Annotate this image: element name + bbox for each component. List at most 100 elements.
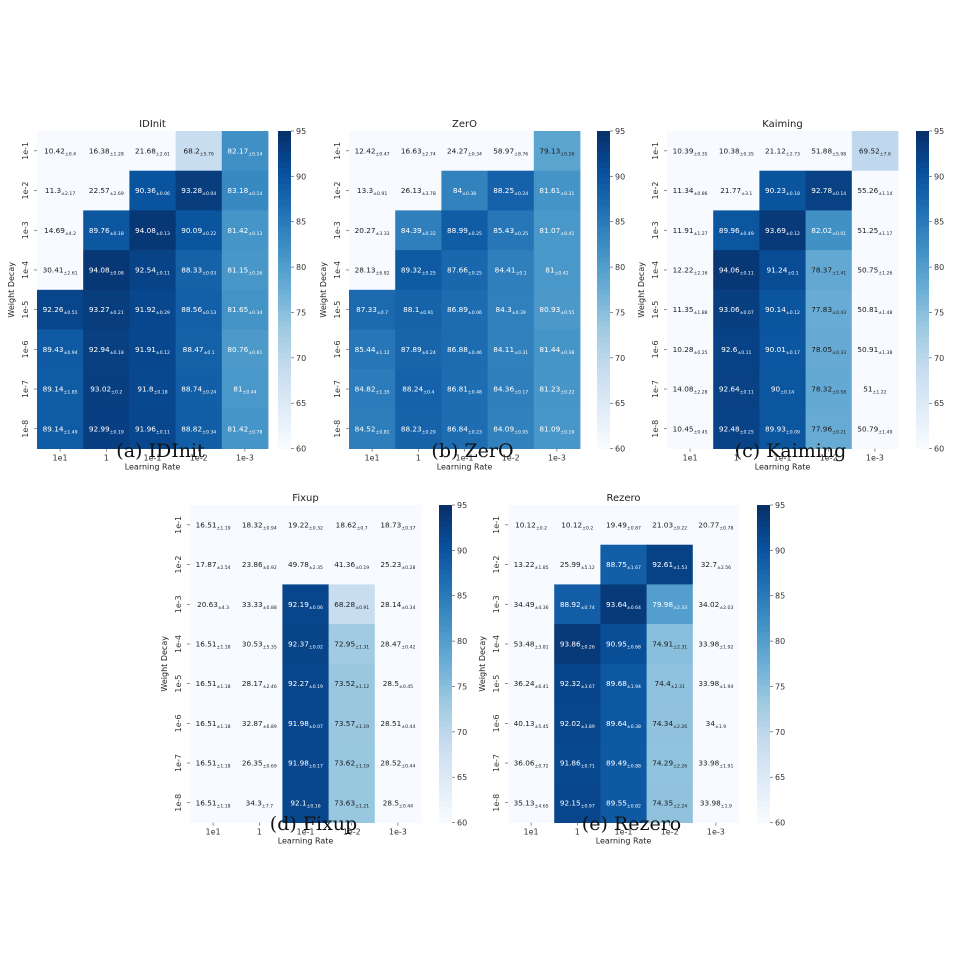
colorbar-segment [278, 395, 291, 402]
cell-mean: 74.34 [652, 719, 673, 728]
cell-value: 50.79±1.49 [857, 424, 892, 435]
cell-mean: 91.96 [135, 424, 156, 433]
cell-value: 20.63±4.3 [197, 600, 229, 611]
heatmap-cell [554, 663, 601, 704]
colorbar-segment [757, 605, 770, 612]
cell-mean: 18.73 [380, 520, 401, 529]
colorbar-segment [916, 168, 929, 174]
cell-std: ±0.22 [202, 231, 216, 237]
cell-std: ±1.22 [873, 390, 887, 396]
cell-mean: 81.44 [539, 345, 560, 354]
heatmap-cell [236, 624, 283, 665]
colorbar-segment [278, 411, 291, 418]
cell-value: 79.13±0.26 [539, 146, 574, 157]
colorbar-segment [278, 152, 291, 159]
cell-mean: 55.26 [857, 186, 878, 195]
cell-std: ±0.11 [156, 429, 170, 435]
x-tick-label: 1e-2 [661, 828, 679, 837]
cell-value: 68.2±5.79 [184, 146, 214, 157]
x-tick-label: 1 [416, 454, 421, 463]
heatmap-cell [129, 210, 176, 251]
y-tick-label: 1e-2 [651, 182, 660, 200]
heatmap-cell [441, 210, 488, 251]
colorbar-segment [439, 706, 452, 713]
heatmap-cell [667, 369, 714, 410]
cell-mean: 49.78 [288, 560, 309, 569]
colorbar-segment [916, 416, 929, 423]
colorbar-segment [757, 737, 770, 744]
colorbar-segment [439, 759, 452, 765]
colorbar-segment [278, 379, 291, 386]
colorbar-segment [439, 737, 452, 744]
cell-value: 84.3±0.39 [496, 305, 526, 316]
heatmap-cell [282, 624, 329, 665]
cell-mean: 16.51 [196, 639, 217, 648]
cell-value: 84.39±0.32 [401, 226, 436, 237]
cell-std: ±0.24 [422, 350, 436, 356]
colorbar-segment [757, 616, 770, 623]
cell-value: 85.44±1.12 [355, 345, 390, 356]
colorbar-segment [597, 162, 610, 169]
cell-std: ±1.92 [719, 644, 733, 650]
cell-value: 78.05±0.33 [811, 345, 846, 356]
heatmap-cell [646, 624, 694, 665]
heatmap-cell [554, 544, 601, 585]
cell-value: 92.94±0.18 [89, 345, 124, 356]
colorbar-segment [916, 358, 929, 365]
colorbar-segment [278, 242, 291, 249]
colorbar-segment [278, 226, 291, 233]
cell-value: 16.51±1.19 [196, 520, 231, 531]
colorbar-segment [439, 505, 452, 511]
cell-std: ±2.61 [156, 151, 170, 157]
cell-std: ±4.36 [535, 605, 549, 611]
cell-std: ±2.26 [673, 724, 687, 730]
cell-value: 92.6±0.11 [721, 345, 751, 356]
cell-mean: 86.89 [447, 305, 468, 314]
heatmap-cell [600, 782, 647, 823]
heatmap-cell [175, 369, 223, 410]
heatmap-cell [851, 210, 899, 251]
heatmap-cell [395, 131, 442, 172]
colorbar-segment [278, 300, 291, 307]
cell-value: 81.23±0.22 [539, 385, 574, 396]
cell-mean: 92.32 [560, 679, 581, 688]
cell-value: 28.13±6.82 [355, 265, 390, 276]
colorbar-segment [597, 284, 610, 291]
cell-value: 40.13±5.45 [514, 719, 549, 730]
colorbar-tick-label: 85 [775, 592, 785, 601]
cell-value: 16.51±1.18 [196, 679, 231, 690]
cell-value: 24.27±0.34 [447, 146, 482, 157]
cell-mean: 91.24 [766, 265, 787, 274]
heatmap-cell [533, 289, 581, 330]
x-tick-label: 1e1 [206, 828, 221, 837]
heatmap-cell [487, 408, 535, 449]
cell-std: ±3.89 [581, 724, 595, 730]
heatmap-cell [667, 170, 714, 211]
colorbar-tick-label: 70 [296, 354, 306, 363]
colorbar-segment [597, 242, 610, 249]
cell-std: ±6.89 [263, 724, 277, 730]
cell-mean: 28.52 [380, 759, 401, 768]
colorbar-segment [278, 305, 291, 312]
colorbar-segment [439, 616, 452, 623]
heatmap-cell [190, 544, 237, 585]
cell-value: 90±0.14 [771, 385, 794, 396]
cell-value: 92.1±0.16 [290, 798, 320, 809]
cell-std: ±2.03 [719, 605, 733, 611]
heatmap-cell [175, 170, 223, 211]
heatmap-cell [713, 170, 760, 211]
cell-value: 55.26±1.14 [857, 186, 892, 197]
heatmap-cell [692, 505, 740, 546]
cell-mean: 93.28 [181, 186, 202, 195]
cell-mean: 88.33 [181, 265, 202, 274]
cell-value: 10.28±0.25 [673, 345, 708, 356]
colorbar-segment [757, 552, 770, 559]
cell-std: ±0.26 [581, 644, 595, 650]
heatmap-cell [508, 544, 555, 585]
cell-std: ±0.25 [468, 270, 482, 276]
heatmap-cell [395, 210, 442, 251]
heatmap-cell [328, 505, 376, 546]
cell-mean: 87.66 [447, 265, 468, 274]
heatmap-cell [37, 369, 84, 410]
cell-mean: 16.51 [196, 798, 217, 807]
